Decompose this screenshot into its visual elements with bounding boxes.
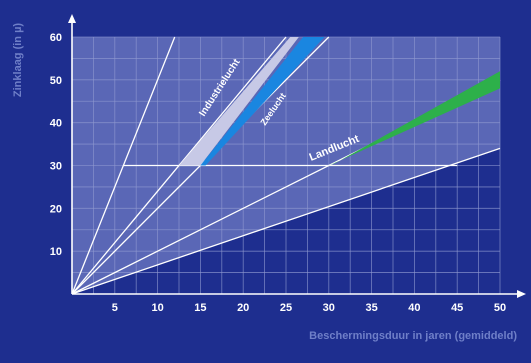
x-tick-label: 15	[194, 302, 206, 314]
y-tick-label: 60	[50, 32, 62, 44]
y-tick-label: 50	[50, 75, 62, 87]
x-tick-label: 20	[237, 302, 249, 314]
band-industrielucht	[179, 37, 299, 166]
band-zeelucht	[200, 37, 325, 166]
y-tick-label: 20	[50, 203, 62, 215]
reference-line	[71, 147, 501, 295]
x-tick-label: 10	[151, 302, 163, 314]
y-axis-title: Zinklaag (in µ)	[12, 23, 24, 98]
y-tick-label: 10	[50, 246, 62, 258]
y-tick-label: 30	[50, 161, 62, 173]
x-tick-label: 30	[323, 302, 335, 314]
x-tick-label: 5	[112, 302, 118, 314]
x-axis-arrow-icon	[517, 290, 526, 298]
x-tick-label: 50	[494, 302, 506, 314]
x-tick-label: 25	[280, 302, 292, 314]
x-tick-label: 40	[408, 302, 420, 314]
y-axis-arrow-icon	[68, 14, 76, 23]
x-axis-title: Beschermingsduur in jaren (gemiddeld)	[309, 330, 517, 342]
x-tick-label: 35	[365, 302, 377, 314]
y-tick-label: 40	[50, 118, 62, 130]
x-tick-label: 45	[451, 302, 463, 314]
